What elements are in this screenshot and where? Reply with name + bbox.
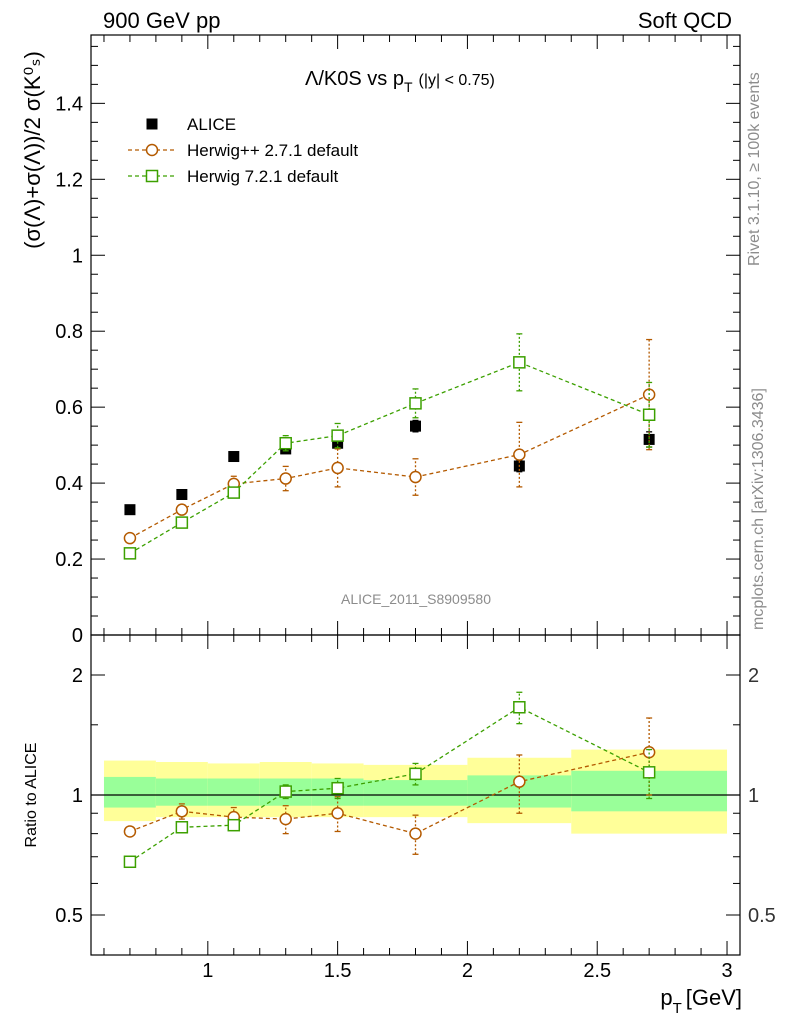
ratio-y-tick-label-right: 2	[748, 665, 759, 687]
ratio-herwig7-marker	[123, 855, 137, 869]
ratio-herwig7-marker	[279, 785, 292, 798]
ratio-herwig7-marker	[409, 767, 422, 781]
alice-data-marker	[124, 504, 136, 516]
ratio-band-green	[207, 778, 260, 806]
herwigpp-data-marker	[513, 448, 526, 461]
herwig7-data-marker	[279, 436, 292, 450]
herwig7-data-marker	[513, 356, 526, 369]
ratio-herwigpp-marker	[642, 746, 656, 759]
ratio-y-tick-label-right: 1	[748, 785, 759, 807]
x-tick-label: 3	[721, 960, 732, 982]
main-y-tick-label: 0	[72, 625, 83, 647]
legend-marker	[145, 143, 159, 157]
ratio-herwig7-marker	[513, 701, 526, 714]
ratio-herwigpp-marker	[409, 827, 422, 840]
x-axis-label: pT [GeV]	[660, 985, 742, 1017]
legend-marker	[145, 169, 159, 183]
herwig7-data-marker	[227, 486, 241, 499]
herwig7-data-line	[129, 361, 650, 554]
ratio-y-tick-label: 0.5	[55, 905, 83, 927]
ratio-herwigpp-line	[129, 751, 650, 835]
herwig7-data-marker	[642, 408, 656, 421]
ratio-herwig7-marker	[175, 821, 189, 834]
alice-data-marker	[228, 451, 240, 463]
main-y-tick-label: 1	[72, 245, 83, 267]
herwigpp-data-marker	[409, 470, 422, 484]
herwig7-data-marker	[409, 397, 422, 410]
legend-label: ALICE	[187, 115, 236, 134]
ratio-y-tick-label-right: 0.5	[748, 905, 776, 927]
x-tick-label: 1	[202, 960, 213, 982]
ratio-y-tick-label: 2	[72, 665, 83, 687]
x-tick-label: 2	[462, 960, 473, 982]
main-y-tick-label: 0.2	[55, 549, 83, 571]
ratio-y-tick-label: 1	[72, 785, 83, 807]
alice-data-marker	[176, 488, 188, 500]
ratio-data-marks	[123, 691, 656, 869]
main-y-tick-label: 1.4	[55, 93, 83, 115]
ratio-band-green	[155, 778, 208, 806]
main-title: Λ/K0S vs pT (|y| < 0.75)	[305, 68, 495, 95]
header-left: 900 GeV pp	[103, 8, 221, 33]
ratio-herwig7-marker	[227, 818, 241, 832]
analysis-label: ALICE_2011_S8909580	[341, 591, 491, 607]
x-axis-label-unit: [GeV]	[686, 985, 742, 1010]
herwigpp-data-marker	[279, 472, 292, 485]
main-panel: 0 0.2 0.4 0.6 0.8 1 1.2 1.4 Λ/K0S vs pT (|y| < 0…	[20, 34, 741, 647]
ratio-herwig7-marker	[331, 781, 344, 795]
x-axis-label-subscript: T	[673, 1000, 682, 1017]
main-axes: 0 0.2 0.4 0.6 0.8 1 1.2 1.4	[55, 35, 740, 647]
x-tick-label: 1.5	[324, 960, 352, 982]
legend: ALICE Herwig++ 2.7.1 default Herwig 7.2.1 …	[128, 115, 358, 186]
ratio-herwigpp-marker	[123, 825, 137, 838]
main-title-subscript: T	[404, 79, 413, 95]
legend-label: Herwig++ 2.7.1 default	[187, 141, 358, 160]
main-title-cut: (|y| < 0.75)	[419, 72, 495, 89]
alice-data-marker	[410, 420, 421, 432]
ratio-herwigpp-marker	[513, 775, 526, 788]
ratio-panel: 0.5 0.5 1 1 2 2 1 1.5 2 2.5 3 Ratio to ALICE pT [Ge…	[23, 634, 776, 1017]
legend-marker	[146, 118, 158, 130]
main-y-tick-label: 0.4	[55, 473, 83, 495]
main-y-tick-label: 0.8	[55, 321, 83, 343]
x-axis-label-text: p	[660, 985, 672, 1010]
herwigpp-data-marker	[123, 531, 137, 545]
ratio-band-green	[103, 776, 156, 808]
main-title-text: Λ/K0S vs p	[305, 68, 404, 90]
ratio-herwigpp-marker	[175, 805, 189, 818]
herwigpp-data-marker	[175, 503, 189, 516]
main-y-tick-label: 1.2	[55, 169, 83, 191]
x-tick-label: 2.5	[583, 960, 611, 982]
ratio-herwigpp-marker	[331, 806, 344, 820]
herwigpp-data-line	[129, 394, 650, 539]
herwig7-data-marker	[331, 429, 344, 442]
alice-data-marker	[643, 433, 655, 445]
ratio-y-axis-label: Ratio to ALICE	[23, 743, 40, 848]
herwig7-data-marker	[123, 547, 137, 560]
ratio-axes: 0.5 0.5 1 1 2 2 1 1.5 2 2.5 3	[55, 635, 776, 982]
main-data-marks	[123, 333, 656, 560]
herwigpp-data-marker	[331, 461, 344, 475]
header-right: Soft QCD	[637, 8, 732, 33]
main-y-axis-label: (σ(Λ)+σ(Λ))/2 σ(K⁰ₛ)	[20, 51, 45, 249]
main-y-tick-label: 0.6	[55, 397, 83, 419]
ratio-herwig7-line	[129, 706, 650, 863]
herwig7-data-marker	[175, 516, 189, 529]
ratio-herwigpp-marker	[279, 812, 292, 826]
legend-label: Herwig 7.2.1 default	[187, 167, 338, 186]
ratio-herwig7-marker	[642, 766, 656, 779]
